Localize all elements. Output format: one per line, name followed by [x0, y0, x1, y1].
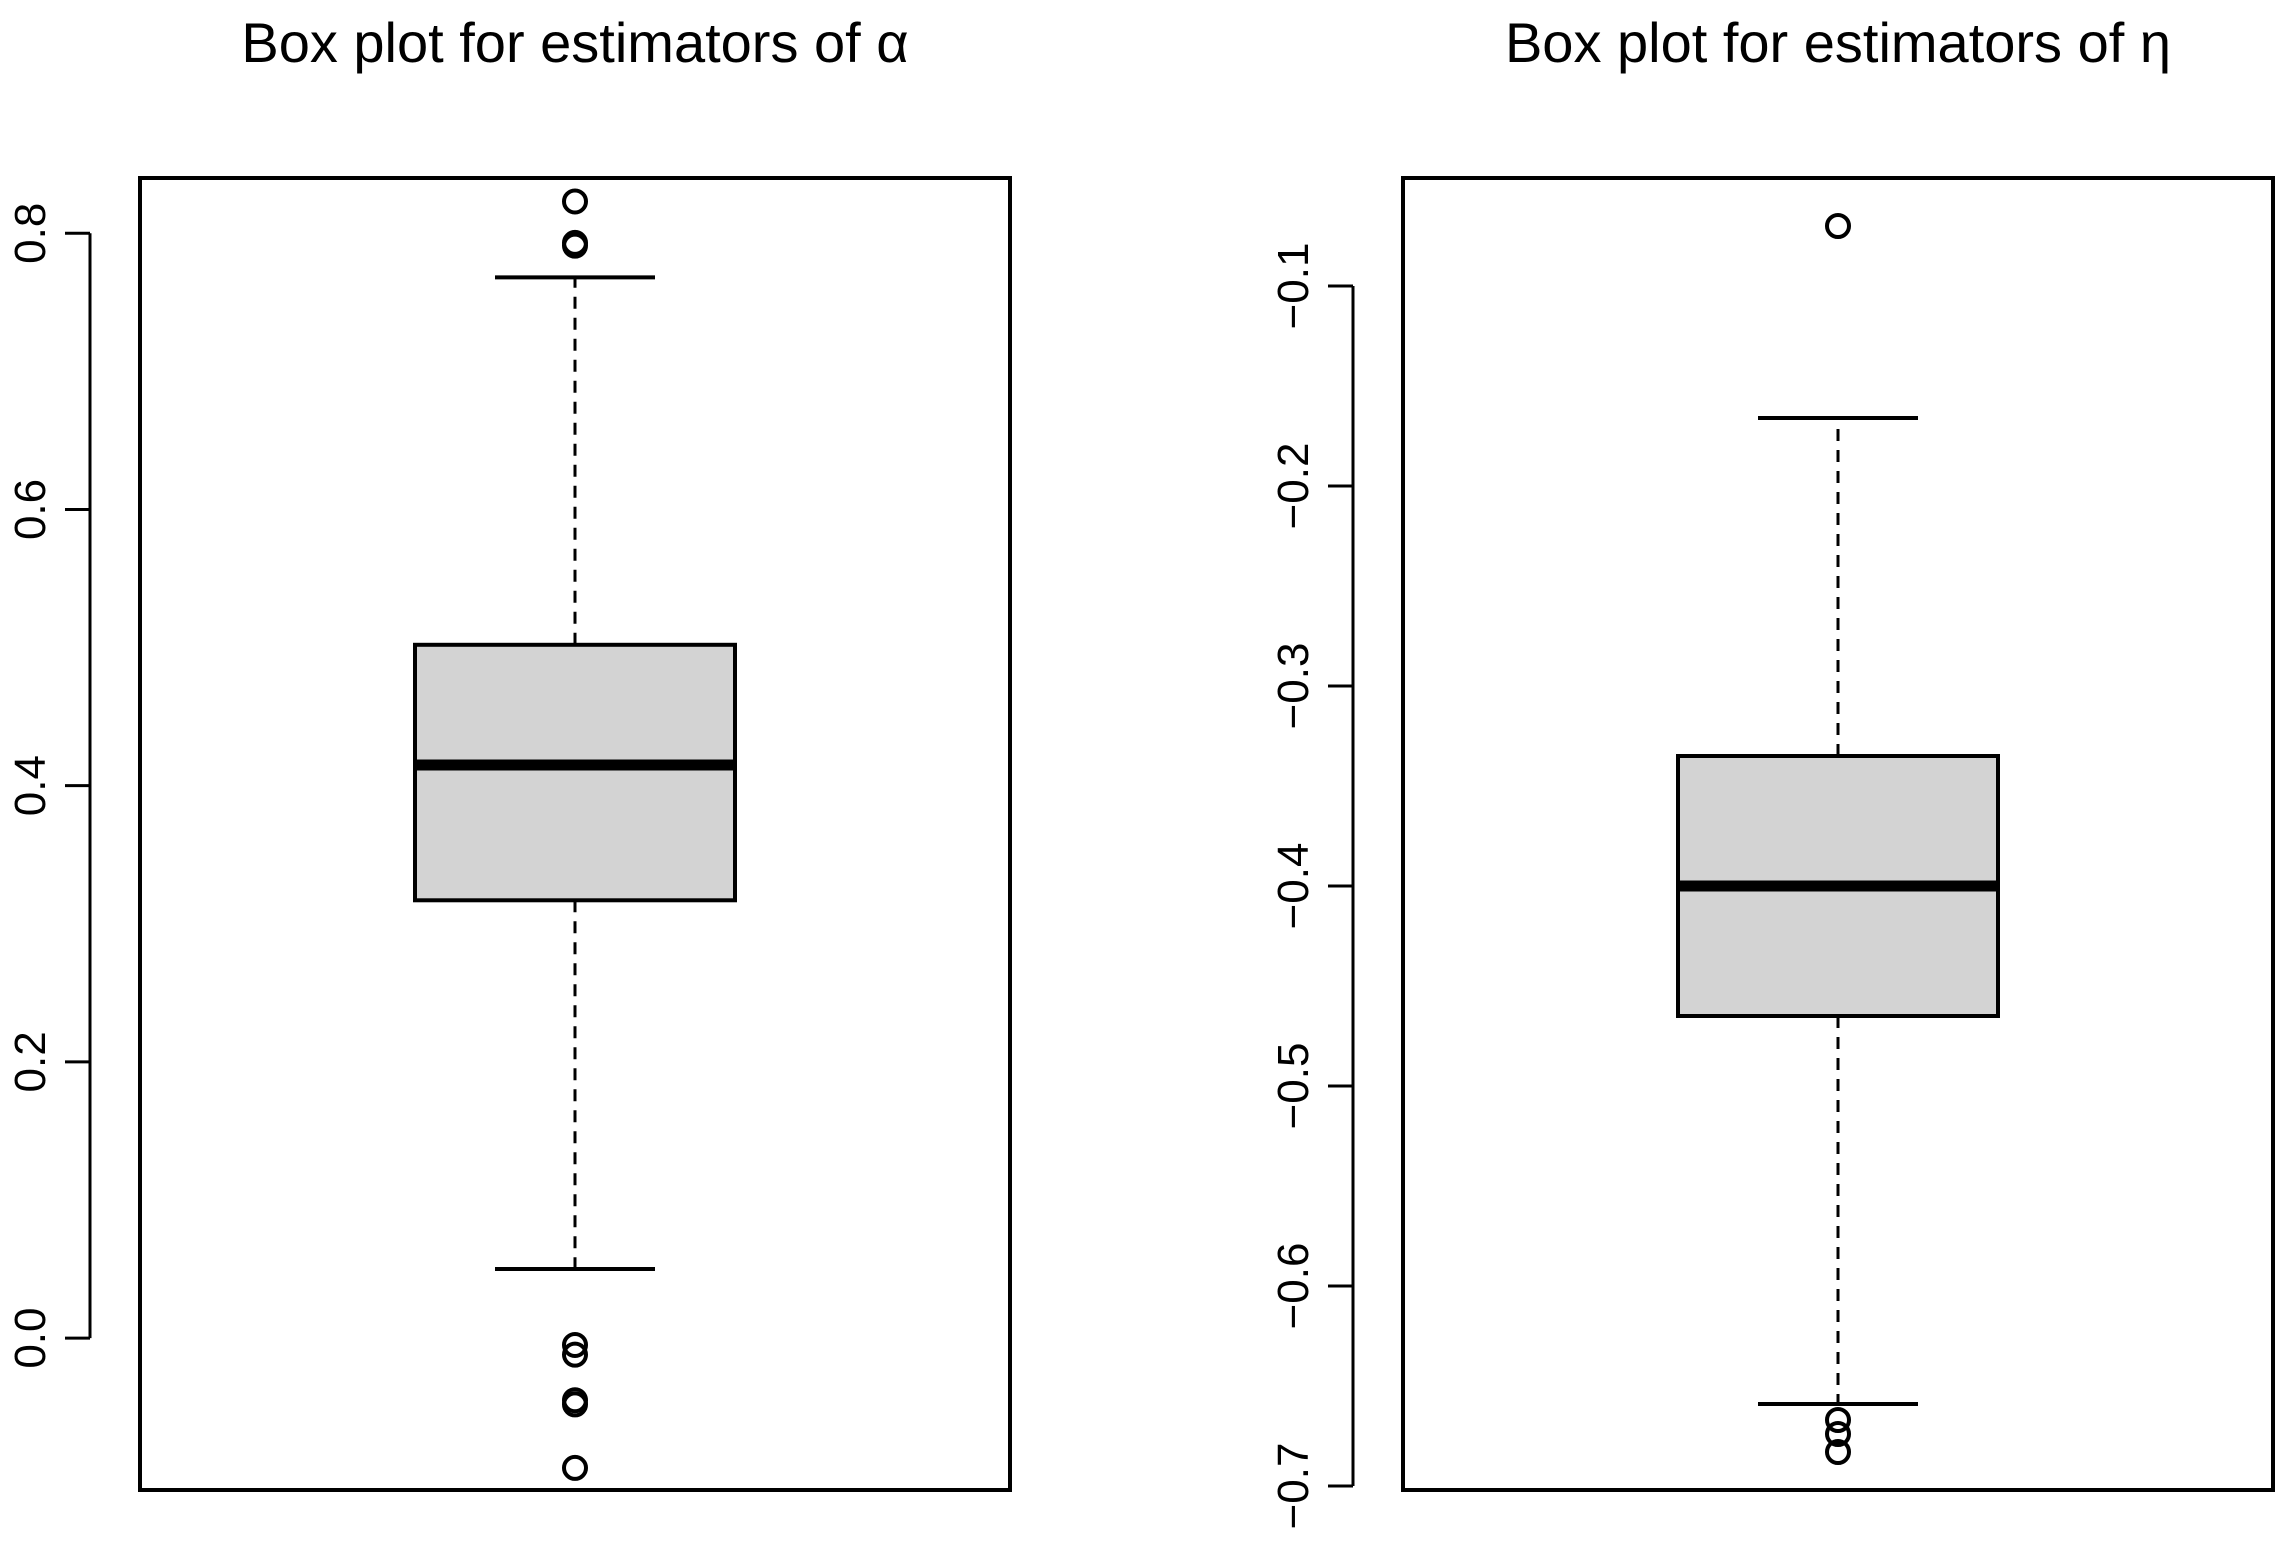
chart-title-alpha: Box plot for estimators of α [241, 11, 908, 74]
box-iqr [413, 642, 737, 903]
y-tick-label: −0.3 [1269, 643, 1318, 730]
y-tick-label: 0.6 [6, 479, 55, 540]
panel-eta: Box plot for estimators of η −0.1−0.2−0.… [1269, 11, 2275, 1530]
y-tick-label: 0.4 [6, 755, 55, 816]
plot-frame-alpha [138, 176, 1012, 1492]
plot-frame-eta [1401, 176, 2275, 1492]
y-tick-label: 0.8 [6, 203, 55, 264]
y-tick-label: −0.4 [1269, 843, 1318, 930]
marks-eta: −0.1 −0.2 −0.3 −0.4 −0.5 −0.6 −0.7 [1269, 213, 2000, 1530]
y-tick-label: −0.2 [1269, 443, 1318, 530]
y-tick-label: −0.1 [1269, 243, 1318, 330]
outlier-point [1825, 213, 1851, 239]
outlier-point [562, 1391, 588, 1418]
outlier-point [1825, 1439, 1851, 1465]
y-tick-label: −0.7 [1269, 1443, 1318, 1530]
outlier-point [562, 1454, 588, 1481]
outlier-point [562, 1331, 588, 1358]
outlier-point [1825, 1421, 1851, 1447]
chart-title-eta: Box plot for estimators of η [1505, 11, 2171, 74]
outlier-point [562, 1341, 588, 1368]
outlier-point [562, 188, 588, 215]
y-tick-label: 0.2 [6, 1031, 55, 1092]
outlier-point [1825, 1407, 1851, 1433]
y-tick-label: 0.0 [6, 1307, 55, 1368]
outlier-point [562, 232, 588, 259]
panel-alpha: Box plot for estimators of α 0.00.20.40.… [6, 11, 1012, 1492]
y-tick-label: −0.5 [1269, 1043, 1318, 1130]
y-tick-label: −0.6 [1269, 1243, 1318, 1330]
marks-alpha: 0.0 0.2 0.4 0.6 0.8 [6, 188, 737, 1481]
